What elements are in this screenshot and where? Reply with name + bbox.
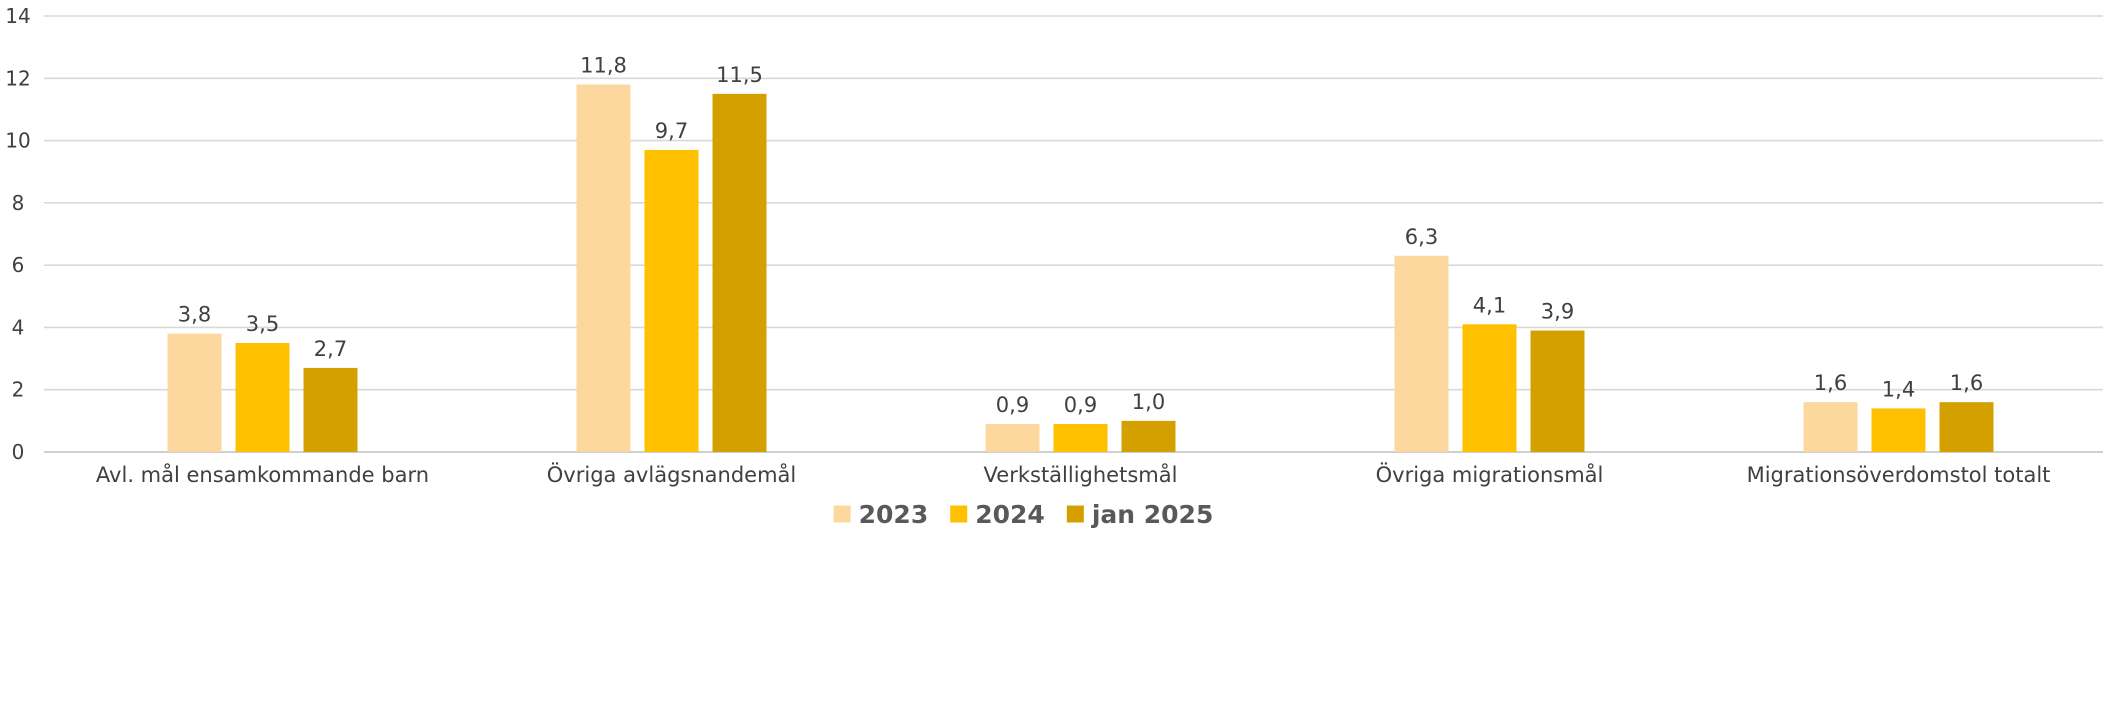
bar-2023-4 [1803, 402, 1858, 452]
bar-jan-2025-3 [1530, 330, 1585, 452]
category-label: Avl. mål ensamkommande barn [96, 462, 429, 487]
bar-2024-1 [644, 149, 699, 452]
data-label: 1,4 [1882, 377, 1915, 401]
data-label: 2,7 [314, 337, 347, 361]
data-label: 11,8 [580, 54, 627, 78]
y-tick-label: 8 [12, 191, 25, 215]
category-label: Migrationsöverdomstol totalt [1747, 463, 2051, 487]
x-axis-categories: Avl. mål ensamkommande barn Övriga avlägs… [96, 462, 2050, 487]
data-label: 11,5 [716, 63, 763, 87]
data-label: 1,6 [1814, 371, 1847, 395]
y-tick-label: 0 [12, 440, 25, 464]
legend-swatch-jan-2025 [1066, 505, 1084, 523]
bar-2024-2 [1053, 423, 1108, 452]
bar-2023-0 [167, 333, 222, 452]
y-axis-ticks: 0 2 4 6 8 10 12 14 [5, 4, 30, 464]
data-label: 0,9 [1064, 393, 1097, 417]
bar-jan-2025-4 [1939, 402, 1994, 452]
y-tick-label: 4 [12, 315, 25, 339]
legend-label: 2024 [975, 500, 1045, 529]
data-label: 1,6 [1950, 371, 1983, 395]
data-label: 3,9 [1541, 300, 1574, 324]
category-label: Verkställighetsmål [984, 462, 1178, 487]
data-label: 1,0 [1132, 390, 1165, 414]
data-label: 9,7 [655, 119, 688, 143]
legend-label: 2023 [859, 500, 929, 529]
bars [167, 84, 1994, 452]
legend-swatch-2023 [833, 505, 851, 523]
y-tick-label: 12 [5, 66, 30, 90]
data-label: 6,3 [1405, 225, 1438, 249]
data-label: 4,1 [1473, 293, 1506, 317]
bar-2024-0 [235, 343, 290, 452]
data-labels: 3,8 3,5 2,7 11,8 9,7 11,5 0,9 0,9 1,0 6,3 4,1 3,9 1,… [178, 54, 1983, 417]
data-label: 3,5 [246, 312, 279, 336]
bar-2024-4 [1871, 408, 1926, 452]
legend: 2023 2024 jan 2025 [833, 500, 1214, 529]
bar-2023-2 [985, 423, 1040, 452]
y-tick-label: 6 [12, 253, 25, 277]
data-label: 0,9 [996, 393, 1029, 417]
bar-jan-2025-1 [712, 93, 767, 452]
grid-layer [44, 15, 2103, 453]
legend-label: jan 2025 [1091, 500, 1214, 529]
y-tick-label: 2 [12, 378, 25, 402]
category-label: Övriga avlägsnandemål [547, 462, 796, 487]
bar-2024-3 [1462, 324, 1517, 452]
bar-jan-2025-2 [1121, 420, 1176, 452]
y-tick-label: 14 [5, 4, 30, 28]
data-label: 3,8 [178, 303, 211, 327]
bar-jan-2025-0 [303, 367, 358, 452]
legend-swatch-2024 [950, 505, 968, 523]
bar-2023-1 [576, 84, 631, 452]
y-tick-label: 10 [5, 129, 30, 153]
category-label: Övriga migrationsmål [1376, 462, 1604, 487]
bar-2023-3 [1394, 255, 1449, 452]
